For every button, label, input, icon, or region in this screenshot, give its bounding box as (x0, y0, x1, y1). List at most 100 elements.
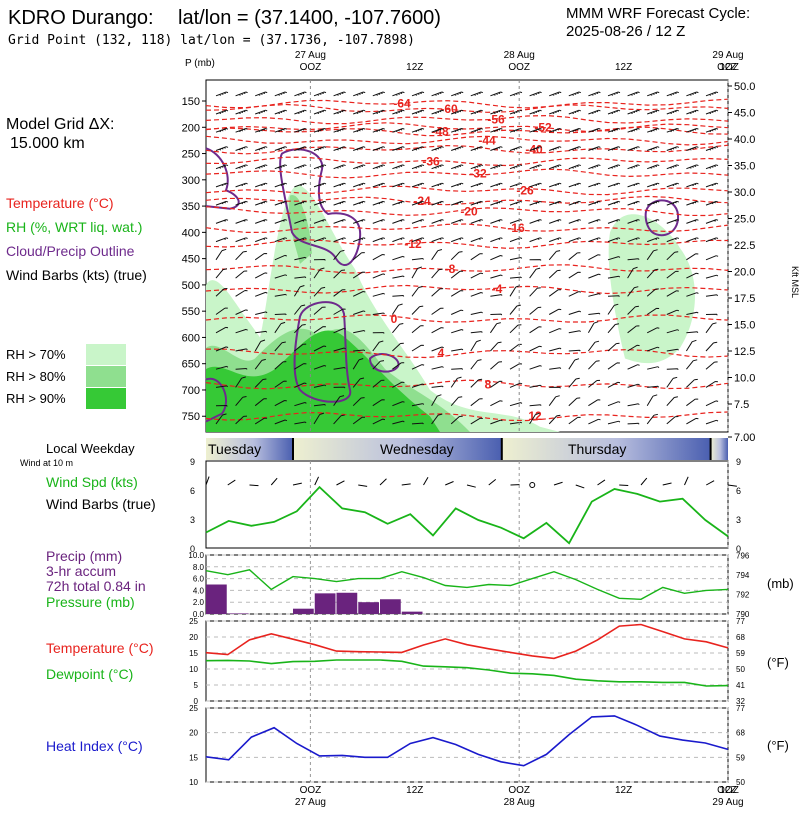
precip-accum-label: 3-hr accum (46, 563, 116, 579)
temp-ytick: 5 (194, 681, 199, 690)
kft-tick-label: 20.0 (734, 267, 755, 279)
time-label-top: 12Z (719, 62, 736, 73)
precip-bar (315, 593, 336, 614)
temperature-contour-label: 0 (391, 312, 398, 326)
kft-tick-label: 12.5 (734, 346, 755, 358)
date-label-top: 28 Aug (504, 50, 535, 61)
pressure-tick-label: 250 (182, 149, 200, 161)
forecast-cycle: 2025-08-26 / 12 Z (566, 23, 685, 40)
pressure-label: Pressure (mb) (46, 594, 135, 610)
precip-ytick: 6.0 (193, 575, 205, 584)
wind-barbs-label: Wind Barbs (true) (46, 496, 156, 512)
pressure-tick-label: 450 (182, 254, 200, 266)
heat-ytick-f: 68 (736, 729, 745, 738)
kft-tick-label: 35.0 (734, 161, 755, 173)
precip-bar (206, 585, 227, 615)
temperature-label: Temperature (°C) (46, 640, 154, 656)
precip-total-label: 72h total 0.84 in (46, 578, 146, 594)
weekday-thursday: Thursday (568, 441, 626, 457)
pressure-ytick: 792 (736, 591, 750, 600)
weekday-segment (711, 438, 728, 460)
temperature-contour-label: -60 (440, 102, 458, 116)
rh-key-swatch (86, 388, 126, 409)
panel-frame (206, 461, 728, 548)
heat-ytick: 10 (189, 778, 198, 787)
model-title: MMM WRF Forecast Cycle: (566, 5, 750, 22)
pressure-axis-label: P (mb) (185, 58, 215, 69)
rh-key-swatch (86, 366, 126, 387)
weekday-label: Local Weekday (46, 441, 135, 456)
date-label-bottom: 29 Aug (712, 797, 743, 808)
precip-ytick: 2.0 (193, 598, 205, 607)
heat-unit-f: (°F) (767, 738, 789, 753)
precip-bar (293, 609, 314, 614)
time-label-top: OOZ (300, 62, 322, 73)
kft-tick-label: 7.5 (734, 399, 749, 411)
temperature-contour-label: 8 (485, 378, 492, 392)
time-label-bottom: 12Z (719, 785, 736, 796)
precip-ytick: 10.0 (188, 551, 204, 560)
weekday-tuesday: Tuesday (208, 441, 261, 457)
wind-ytick-right: 3 (736, 515, 741, 525)
legend-entry: RH (%, WRT liq. wat.) (6, 219, 142, 235)
precip-bar (337, 593, 358, 614)
pressure-ytick: 794 (736, 571, 750, 580)
temp-ytick-f: 68 (736, 633, 745, 642)
kft-tick-label: 30.0 (734, 187, 755, 199)
temperature-contour-label: -20 (460, 204, 478, 218)
wind-speed-label: Wind Spd (kts) (46, 474, 138, 490)
pressure-tick-label: 350 (182, 201, 200, 213)
heat-ytick: 15 (189, 753, 198, 762)
kft-tick-label: 10.0 (734, 373, 755, 385)
rh-key-label: RH > 70% (6, 347, 66, 362)
wind-ytick-left: 6 (190, 486, 195, 496)
wind-ytick-right: 6 (736, 486, 741, 496)
legend-entry: Wind Barbs (kts) (true) (6, 267, 147, 283)
kft-axis-label: Kft MSL (790, 266, 800, 298)
temperature-contour-label: -64 (393, 97, 411, 111)
temperature-contour-label: -56 (487, 112, 505, 126)
grid-label: Model Grid ΔX: (6, 116, 115, 133)
precip-label: Precip (mm) (46, 548, 122, 564)
pressure-tick-label: 500 (182, 280, 200, 292)
pressure-tick-label: 700 (182, 385, 200, 397)
temp-ytick: 10 (189, 665, 198, 674)
temp-ytick: 15 (189, 649, 198, 658)
kft-tick-label: 50.0 (734, 81, 755, 93)
pressure-tick-label: 600 (182, 332, 200, 344)
temp-ytick: 25 (189, 617, 198, 626)
time-label-bottom: 12Z (615, 785, 632, 796)
pressure-tick-label: 150 (182, 96, 200, 108)
kft-tick-label: 7.00 (734, 432, 755, 444)
heat-index-label: Heat Index (°C) (46, 738, 143, 754)
panel-frame (206, 555, 728, 614)
pressure-tick-label: 550 (182, 306, 200, 318)
temp-ytick-f: 77 (736, 617, 745, 626)
precip-bar (402, 612, 423, 614)
kft-tick-label: 22.5 (734, 240, 755, 252)
pressure-tick-label: 750 (182, 411, 200, 423)
pressure-ytick: 796 (736, 552, 750, 561)
weekday-wednesday: Wednesday (380, 441, 454, 457)
kft-tick-label: 45.0 (734, 108, 755, 120)
temperature-contour-label: -24 (413, 194, 431, 208)
panel-frame (206, 621, 728, 701)
precip-ytick: 4.0 (193, 586, 205, 595)
panel-frame (206, 708, 728, 782)
temperature-contour-label: -44 (478, 133, 496, 147)
date-label-top: 27 Aug (295, 50, 326, 61)
pressure-tick-label: 650 (182, 359, 200, 371)
temperature-contour-label: 12 (528, 409, 542, 423)
precip-ytick: 8.0 (193, 563, 205, 572)
pressure-unit: (mb) (767, 576, 794, 591)
kft-tick-label: 25.0 (734, 214, 755, 226)
rh-key-label: RH > 90% (6, 391, 66, 406)
date-label-top: 29 Aug (712, 50, 743, 61)
weekday-sublabel: Wind at 10 m (20, 458, 73, 468)
pressure-tick-label: 400 (182, 227, 200, 239)
heat-ytick: 25 (189, 704, 198, 713)
